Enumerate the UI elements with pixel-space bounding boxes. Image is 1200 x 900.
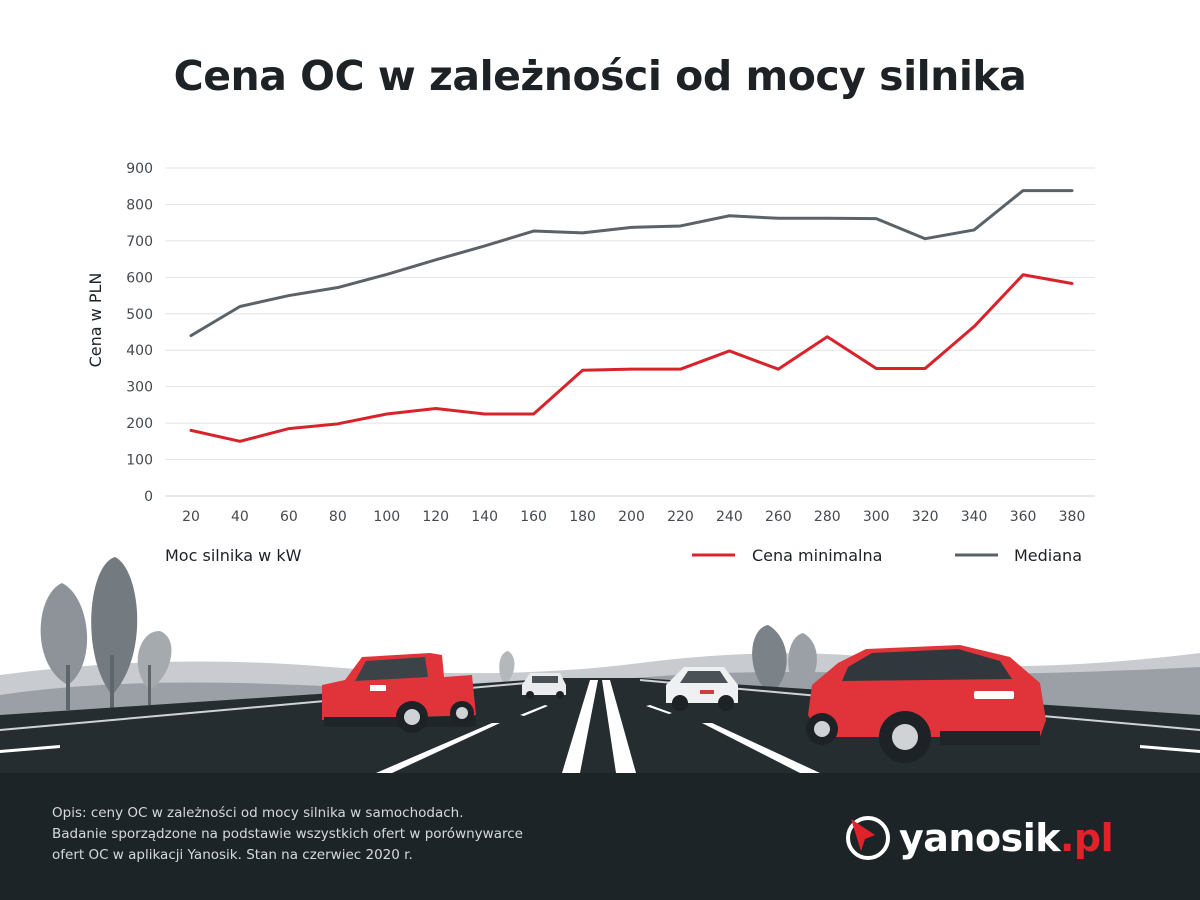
- y-axis-ticks: 0 100 200 300 400 500 600 700 800 900: [126, 161, 153, 505]
- series-line-cena-minimalna: [189, 273, 1074, 443]
- logo-name: yanosik: [899, 816, 1061, 860]
- x-tick-label: 200: [618, 509, 645, 525]
- y-tick-label: 700: [126, 234, 153, 250]
- legend: Cena minimalna Mediana: [692, 546, 1082, 565]
- x-axis-label: Moc silnika w kW: [165, 546, 302, 565]
- x-tick-label: 260: [765, 509, 792, 525]
- x-axis-ticks: 20 40 60 80 100 120 140 160 180 200 220 240 260 280 30…: [182, 509, 1085, 525]
- x-tick-label: 60: [280, 509, 298, 525]
- x-tick-label: 20: [182, 509, 200, 525]
- y-tick-label: 500: [126, 307, 153, 323]
- x-tick-label: 300: [863, 509, 890, 525]
- red-suv-car: [806, 645, 1046, 763]
- y-tick-label: 600: [126, 270, 153, 286]
- trees-right: [499, 625, 817, 695]
- x-tick-label: 160: [520, 509, 547, 525]
- red-pickup-car: [322, 653, 476, 733]
- y-tick-label: 100: [126, 453, 153, 469]
- distant-car-1: [522, 673, 566, 699]
- trees-left: [40, 557, 172, 713]
- yanosik-logo-icon: [846, 816, 890, 860]
- description-line: ofert OC w aplikacji Yanosik. Stan na cz…: [52, 847, 413, 863]
- x-tick-label: 280: [814, 509, 841, 525]
- series-lines: [189, 189, 1074, 443]
- y-tick-label: 0: [144, 489, 153, 505]
- yanosik-logo: yanosik.pl: [845, 813, 1114, 863]
- x-tick-label: 380: [1059, 509, 1086, 525]
- description-line: Opis: ceny OC w zależności od mocy silni…: [52, 805, 464, 821]
- gridlines: [165, 167, 1095, 497]
- y-tick-label: 900: [126, 161, 153, 177]
- road-scene-illustration: [0, 557, 1200, 775]
- chart-title: Cena OC w zależności od mocy silnika: [173, 52, 1027, 100]
- x-tick-label: 320: [912, 509, 939, 525]
- x-tick-label: 40: [231, 509, 249, 525]
- y-tick-label: 200: [126, 416, 153, 432]
- series-line-mediana: [189, 189, 1074, 338]
- x-tick-label: 340: [961, 509, 988, 525]
- distant-car-2: [666, 667, 738, 711]
- logo-extension: .pl: [1060, 816, 1114, 860]
- legend-label: Cena minimalna: [752, 546, 882, 565]
- footer: Opis: ceny OC w zależności od mocy silni…: [0, 773, 1200, 900]
- x-tick-label: 240: [716, 509, 743, 525]
- legend-label: Mediana: [1014, 546, 1082, 565]
- lane-markings: [0, 680, 1200, 773]
- description-line: Badanie sporządzone na podstawie wszystk…: [52, 826, 523, 842]
- y-tick-label: 800: [126, 197, 153, 213]
- description-text: Opis: ceny OC w zależności od mocy silni…: [52, 803, 612, 866]
- x-tick-label: 140: [471, 509, 498, 525]
- x-tick-label: 100: [373, 509, 400, 525]
- x-tick-label: 360: [1010, 509, 1037, 525]
- x-tick-label: 120: [422, 509, 449, 525]
- line-chart: 0 100 200 300 400 500 600 700 800 900 20 40 60 80 100…: [86, 161, 1095, 565]
- x-tick-label: 80: [329, 509, 347, 525]
- y-axis-label: Cena w PLN: [86, 273, 105, 368]
- y-tick-label: 400: [126, 343, 153, 359]
- x-tick-label: 180: [569, 509, 596, 525]
- x-tick-label: 220: [667, 509, 694, 525]
- y-tick-label: 300: [126, 380, 153, 396]
